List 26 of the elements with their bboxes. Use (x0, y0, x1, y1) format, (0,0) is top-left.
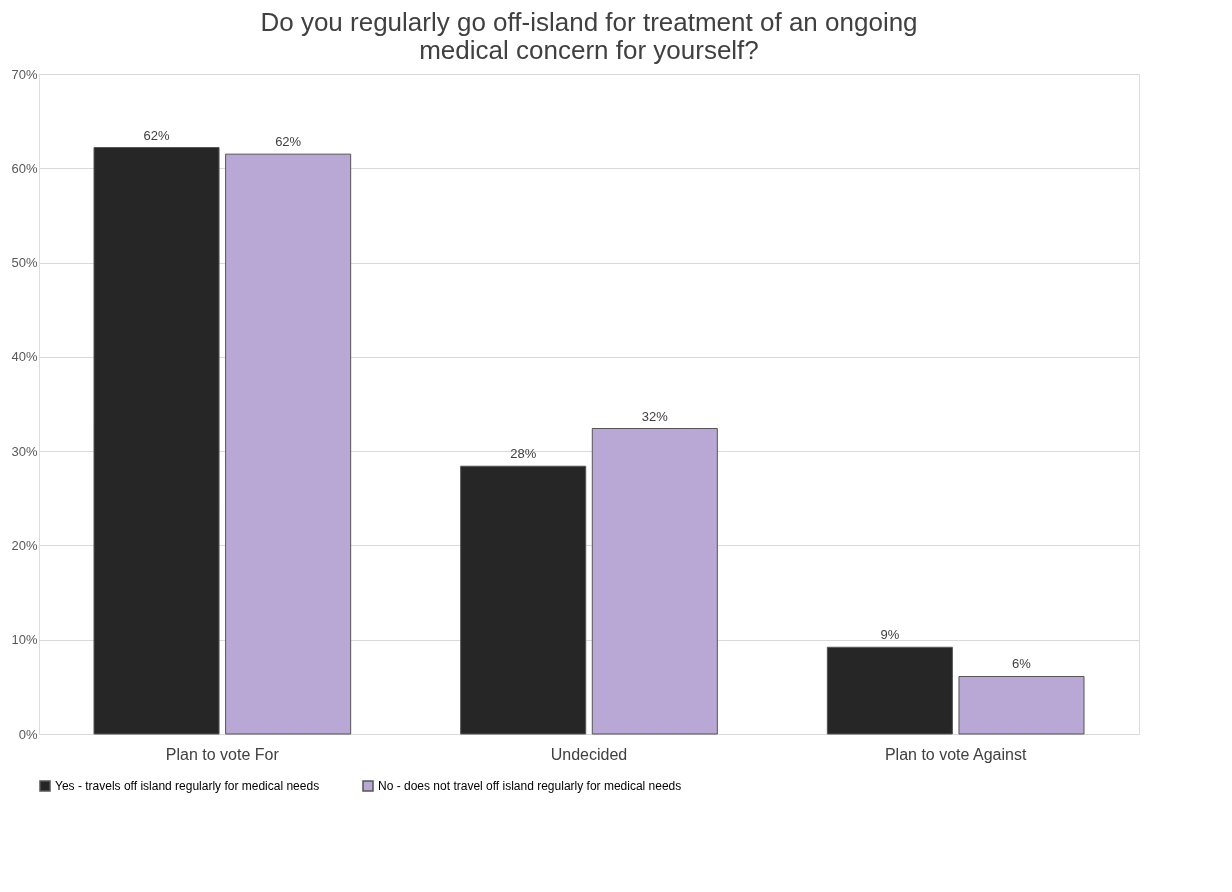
y-tick-label: 0% (18, 726, 38, 742)
data-label: 9% (880, 627, 900, 643)
legend-label: No - does not travel off island regularly for medical needs (378, 779, 682, 793)
chart-title: Do you regularly go off-island for treatment of an ongoing medical concern for yourself? (260, 7, 918, 65)
bar (958, 675, 1085, 735)
x-tick-label: Plan to vote Against (884, 745, 1027, 763)
y-tick-label: 20% (11, 537, 38, 553)
data-label: 32% (641, 408, 669, 424)
y-tick-label: 70% (11, 66, 38, 82)
legend-label: Yes - travels off island regularly for medical needs (55, 779, 320, 793)
y-tick-label: 60% (11, 160, 38, 176)
x-tick-label: Undecided (550, 745, 628, 763)
y-tick-label: 50% (11, 255, 38, 271)
y-tick-label: 10% (11, 632, 38, 648)
bar (826, 646, 953, 735)
bar (591, 428, 718, 735)
x-tick-label: Plan to vote For (165, 745, 280, 763)
data-label: 6% (1012, 656, 1032, 672)
y-tick-label: 30% (11, 443, 38, 459)
bar (93, 147, 220, 735)
data-label: 62% (143, 127, 170, 143)
y-tick-label: 40% (11, 349, 38, 365)
data-label: 28% (510, 446, 537, 462)
data-label: 62% (275, 134, 302, 150)
bar (225, 153, 352, 735)
bar (460, 465, 587, 735)
